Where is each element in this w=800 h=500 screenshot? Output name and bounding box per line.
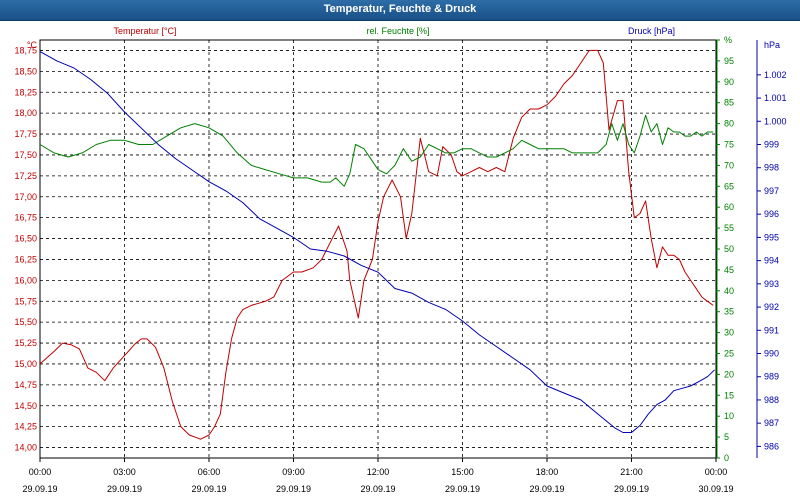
temperature-tick-label: 18,50 <box>14 66 37 76</box>
humidity-tick-label: 5 <box>724 432 729 442</box>
pressure-tick-label: 990 <box>764 349 779 359</box>
temperature-unit-label: °C <box>27 40 38 50</box>
temperature-tick-label: 14,00 <box>14 443 37 453</box>
pressure-tick-label: 993 <box>764 279 779 289</box>
humidity-tick-label: 70 <box>724 160 734 170</box>
x-tick-date: 29.09.19 <box>360 484 395 494</box>
legend-humidity: rel. Feuchte [%] <box>366 26 429 36</box>
pressure-tick-label: 1.001 <box>764 93 787 103</box>
pressure-tick-label: 994 <box>764 256 779 266</box>
x-tick-time: 15:00 <box>451 467 474 477</box>
x-tick-time: 00:00 <box>705 467 728 477</box>
humidity-tick-label: 95 <box>724 56 734 66</box>
x-tick-date: 30.09.19 <box>698 484 733 494</box>
humidity-tick-label: 90 <box>724 77 734 87</box>
humidity-tick-label: 30 <box>724 328 734 338</box>
x-tick-time: 09:00 <box>282 467 305 477</box>
x-tick-date: 29.09.19 <box>529 484 564 494</box>
temperature-tick-label: 17,75 <box>14 129 37 139</box>
temperature-tick-label: 15,25 <box>14 338 37 348</box>
pressure-tick-label: 1.000 <box>764 116 787 126</box>
humidity-tick-label: 85 <box>724 98 734 108</box>
temperature-tick-label: 15,75 <box>14 296 37 306</box>
humidity-tick-label: 45 <box>724 265 734 275</box>
pressure-tick-label: 999 <box>764 140 779 150</box>
temperature-tick-label: 16,25 <box>14 254 37 264</box>
pressure-tick-label: 986 <box>764 441 779 451</box>
pressure-tick-label: 991 <box>764 325 779 335</box>
temperature-tick-label: 17,00 <box>14 192 37 202</box>
humidity-tick-label: 15 <box>724 390 734 400</box>
pressure-tick-label: 1.002 <box>764 70 787 80</box>
x-tick-date: 29.09.19 <box>22 484 57 494</box>
temperature-tick-label: 16,75 <box>14 213 37 223</box>
humidity-tick-label: 25 <box>724 349 734 359</box>
pressure-tick-label: 997 <box>764 186 779 196</box>
x-tick-time: 18:00 <box>536 467 559 477</box>
x-tick-time: 12:00 <box>367 467 390 477</box>
legend-temperature: Temperatur [°C] <box>113 26 176 36</box>
temperature-tick-label: 15,50 <box>14 317 37 327</box>
x-tick-date: 29.09.19 <box>445 484 480 494</box>
humidity-series-line <box>39 114 714 187</box>
pressure-unit-label: hPa <box>764 40 780 50</box>
humidity-tick-label: 20 <box>724 369 734 379</box>
temperature-tick-label: 14,50 <box>14 401 37 411</box>
humidity-tick-label: 65 <box>724 181 734 191</box>
temperature-tick-label: 16,00 <box>14 275 37 285</box>
humidity-tick-label: 80 <box>724 119 734 129</box>
pressure-tick-label: 995 <box>764 232 779 242</box>
temperature-tick-label: 18,00 <box>14 108 37 118</box>
humidity-tick-label: 10 <box>724 411 734 421</box>
humidity-tick-label: 50 <box>724 244 734 254</box>
humidity-tick-label: 60 <box>724 202 734 212</box>
temperature-tick-label: 18,25 <box>14 87 37 97</box>
pressure-tick-label: 988 <box>764 395 779 405</box>
humidity-tick-label: 0 <box>724 453 729 463</box>
pressure-series-line <box>39 51 715 433</box>
humidity-tick-label: 75 <box>724 140 734 150</box>
temperature-tick-label: 16,50 <box>14 234 37 244</box>
pressure-tick-label: 987 <box>764 418 779 428</box>
temperature-tick-label: 17,50 <box>14 150 37 160</box>
x-tick-date: 29.09.19 <box>614 484 649 494</box>
x-tick-date: 29.09.19 <box>276 484 311 494</box>
humidity-tick-label: 55 <box>724 223 734 233</box>
x-tick-date: 29.09.19 <box>107 484 142 494</box>
pressure-tick-label: 998 <box>764 163 779 173</box>
x-tick-date: 29.09.19 <box>191 484 226 494</box>
x-tick-time: 00:00 <box>29 467 52 477</box>
temperature-tick-label: 14,25 <box>14 422 37 432</box>
legend-pressure: Druck [hPa] <box>628 26 675 36</box>
chart-title: Temperatur, Feuchte & Druck <box>0 0 800 21</box>
x-tick-time: 06:00 <box>198 467 221 477</box>
pressure-tick-label: 992 <box>764 302 779 312</box>
humidity-tick-label: % <box>724 35 732 45</box>
humidity-tick-label: 35 <box>724 307 734 317</box>
temperature-tick-label: 14,75 <box>14 380 37 390</box>
temperature-series-line <box>39 49 714 440</box>
temperature-tick-label: 18,75 <box>14 45 37 55</box>
temperature-tick-label: 17,25 <box>14 171 37 181</box>
temperature-tick-label: 15,00 <box>14 359 37 369</box>
x-tick-time: 21:00 <box>620 467 643 477</box>
x-tick-time: 03:00 <box>113 467 136 477</box>
pressure-tick-label: 996 <box>764 209 779 219</box>
pressure-tick-label: 989 <box>764 372 779 382</box>
humidity-tick-label: 40 <box>724 286 734 296</box>
